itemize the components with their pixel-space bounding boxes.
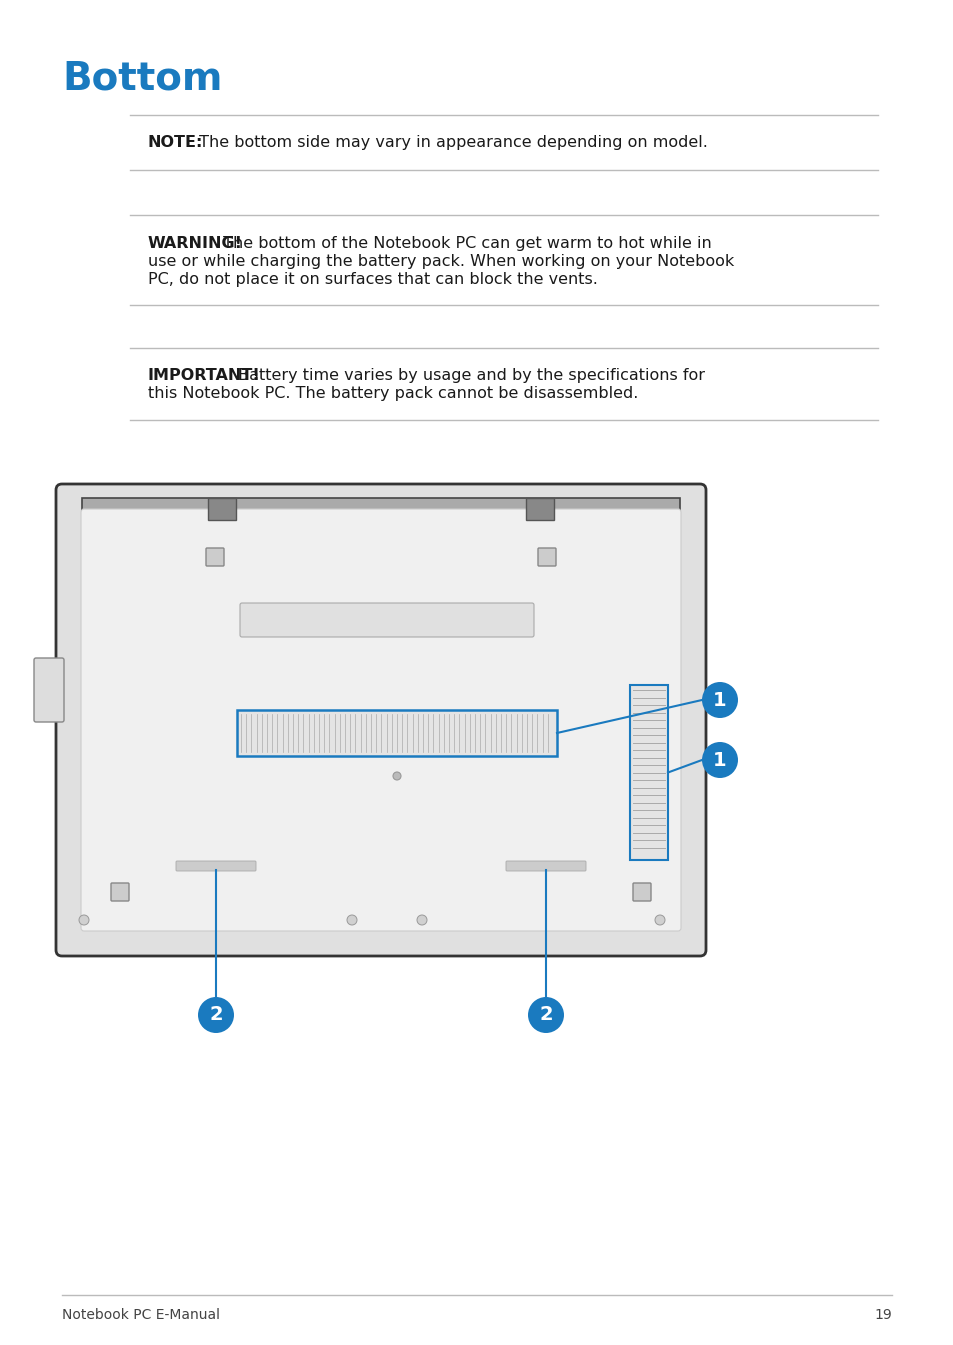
Text: The bottom side may vary in appearance depending on model.: The bottom side may vary in appearance d… — [193, 134, 707, 151]
FancyBboxPatch shape — [56, 484, 705, 956]
Text: Notebook PC E-Manual: Notebook PC E-Manual — [62, 1307, 220, 1322]
Circle shape — [527, 997, 563, 1033]
Bar — [82, 498, 679, 521]
FancyBboxPatch shape — [206, 547, 224, 566]
FancyBboxPatch shape — [537, 547, 556, 566]
Text: Bottom: Bottom — [62, 61, 222, 98]
FancyBboxPatch shape — [240, 603, 534, 638]
Circle shape — [198, 997, 233, 1033]
Text: use or while charging the battery pack. When working on your Notebook: use or while charging the battery pack. … — [148, 254, 734, 269]
Bar — [236, 710, 557, 756]
Circle shape — [655, 915, 664, 925]
FancyBboxPatch shape — [505, 861, 585, 872]
FancyBboxPatch shape — [175, 861, 255, 872]
Text: IMPORTANT!: IMPORTANT! — [148, 369, 260, 383]
Bar — [629, 685, 667, 859]
Circle shape — [393, 772, 400, 780]
Text: this Notebook PC. The battery pack cannot be disassembled.: this Notebook PC. The battery pack canno… — [148, 386, 638, 401]
Circle shape — [347, 915, 356, 925]
FancyBboxPatch shape — [34, 658, 64, 722]
Circle shape — [701, 682, 738, 718]
Text: 2: 2 — [209, 1006, 223, 1025]
FancyBboxPatch shape — [111, 884, 129, 901]
FancyBboxPatch shape — [81, 508, 680, 931]
Text: WARNING!: WARNING! — [148, 235, 243, 252]
Text: The bottom of the Notebook PC can get warm to hot while in: The bottom of the Notebook PC can get wa… — [218, 235, 711, 252]
Text: 2: 2 — [538, 1006, 552, 1025]
Circle shape — [79, 915, 89, 925]
FancyBboxPatch shape — [633, 884, 650, 901]
Text: PC, do not place it on surfaces that can block the vents.: PC, do not place it on surfaces that can… — [148, 272, 598, 286]
Text: Battery time varies by usage and by the specifications for: Battery time varies by usage and by the … — [233, 369, 704, 383]
Text: 19: 19 — [873, 1307, 891, 1322]
Circle shape — [701, 742, 738, 777]
Bar — [525, 498, 554, 521]
Text: 1: 1 — [713, 751, 726, 769]
Text: 1: 1 — [713, 690, 726, 710]
Circle shape — [416, 915, 427, 925]
Text: NOTE:: NOTE: — [148, 134, 203, 151]
Bar — [208, 498, 235, 521]
